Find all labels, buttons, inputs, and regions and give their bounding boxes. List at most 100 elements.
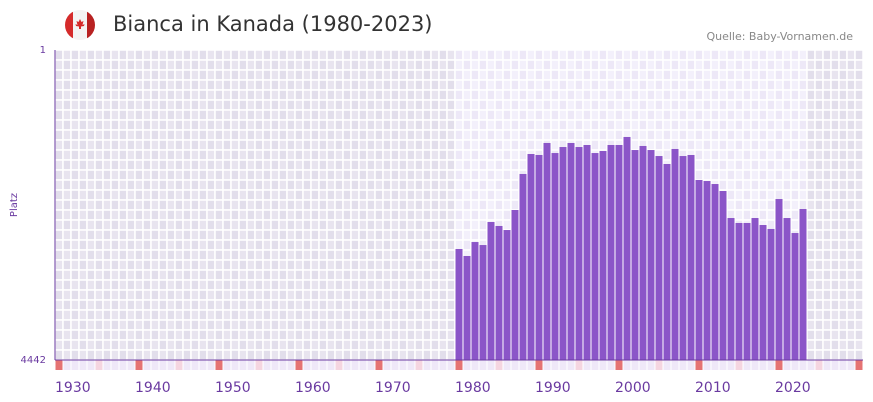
grid-cell — [150, 69, 160, 81]
grid-cell — [142, 139, 152, 151]
grid-cell — [302, 229, 312, 241]
grid-cell — [62, 159, 72, 171]
grid-cell — [222, 79, 232, 91]
grid-cell — [286, 69, 296, 81]
grid-cell — [526, 59, 536, 71]
grid-cell — [494, 209, 504, 221]
grid-cell — [126, 289, 136, 301]
grid-cell — [86, 269, 96, 281]
grid-cell — [838, 269, 848, 281]
grid-cell — [814, 249, 824, 261]
grid-cell — [214, 119, 224, 131]
bar-2016 — [743, 222, 751, 360]
grid-cell — [654, 79, 664, 91]
grid-cell — [118, 309, 128, 321]
grid-cell — [742, 209, 752, 221]
grid-cell — [318, 279, 328, 291]
grid-cell — [150, 89, 160, 101]
grid-cell — [110, 59, 120, 71]
grid-cell — [94, 59, 104, 71]
grid-cell — [462, 139, 472, 151]
grid-cell — [318, 69, 328, 81]
grid-cell — [262, 209, 272, 221]
grid-cell — [198, 289, 208, 301]
grid-cell — [846, 309, 856, 321]
grid-cell — [726, 169, 736, 181]
grid-cell — [422, 169, 432, 181]
grid-cell — [702, 169, 712, 181]
grid-cell — [222, 279, 232, 291]
grid-cell — [374, 169, 384, 181]
grid-cell — [86, 239, 96, 251]
grid-cell — [254, 259, 264, 271]
year-marker — [703, 360, 711, 370]
grid-cell — [142, 129, 152, 141]
grid-cell — [806, 319, 816, 331]
y-axis-label: Platz — [9, 193, 20, 217]
grid-cell — [238, 59, 248, 71]
grid-cell — [238, 99, 248, 111]
grid-cell — [438, 279, 448, 291]
grid-cell — [334, 329, 344, 341]
year-marker — [127, 360, 135, 370]
grid-cell — [550, 69, 560, 81]
grid-cell — [358, 69, 368, 81]
grid-cell — [510, 189, 520, 201]
grid-cell — [150, 49, 160, 61]
grid-cell — [510, 159, 520, 171]
grid-cell — [414, 319, 424, 331]
grid-cell — [374, 279, 384, 291]
grid-cell — [718, 139, 728, 151]
grid-cell — [294, 89, 304, 101]
grid-cell — [142, 109, 152, 121]
grid-cell — [814, 159, 824, 171]
grid-cell — [454, 89, 464, 101]
grid-cell — [398, 339, 408, 351]
grid-cell — [366, 309, 376, 321]
grid-cell — [406, 129, 416, 141]
grid-cell — [278, 199, 288, 211]
grid-cell — [822, 249, 832, 261]
grid-cell — [198, 99, 208, 111]
grid-cell — [694, 79, 704, 91]
grid-cell — [334, 109, 344, 121]
grid-cell — [598, 129, 608, 141]
grid-cell — [334, 59, 344, 71]
grid-cell — [206, 189, 216, 201]
grid-cell — [294, 259, 304, 271]
grid-cell — [206, 119, 216, 131]
grid-cell — [86, 69, 96, 81]
grid-cell — [158, 309, 168, 321]
grid-cell — [830, 139, 840, 151]
grid-cell — [654, 109, 664, 121]
grid-cell — [86, 319, 96, 331]
grid-cell — [358, 119, 368, 131]
grid-cell — [446, 299, 456, 311]
grid-cell — [502, 159, 512, 171]
grid-cell — [62, 279, 72, 291]
grid-cell — [326, 219, 336, 231]
grid-cell — [310, 339, 320, 351]
grid-cell — [310, 259, 320, 271]
grid-cell — [374, 209, 384, 221]
grid-cell — [390, 329, 400, 341]
grid-cell — [822, 109, 832, 121]
grid-cell — [598, 139, 608, 151]
grid-cell — [134, 209, 144, 221]
grid-cell — [686, 139, 696, 151]
grid-cell — [774, 129, 784, 141]
grid-cell — [174, 159, 184, 171]
grid-cell — [830, 329, 840, 341]
grid-cell — [198, 329, 208, 341]
x-tick-label: 1970 — [375, 380, 411, 396]
grid-cell — [422, 209, 432, 221]
grid-cell — [438, 79, 448, 91]
grid-cell — [582, 99, 592, 111]
grid-cell — [518, 49, 528, 61]
grid-cell — [350, 89, 360, 101]
grid-cell — [846, 339, 856, 351]
grid-cell — [438, 159, 448, 171]
bar-2013 — [719, 191, 727, 360]
grid-cell — [822, 89, 832, 101]
grid-cell — [182, 149, 192, 161]
